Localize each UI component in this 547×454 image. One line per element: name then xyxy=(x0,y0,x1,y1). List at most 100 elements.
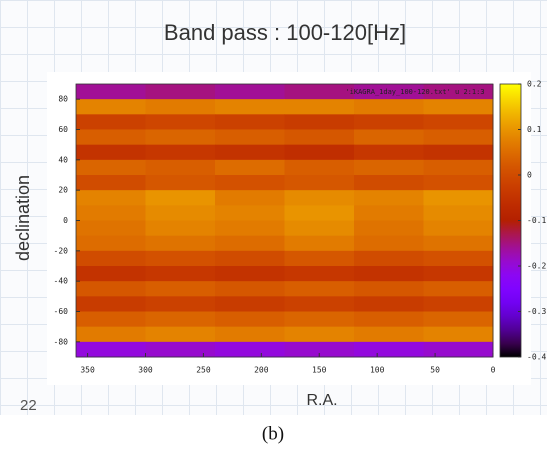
colorbar-tick-label: -0.2 xyxy=(527,262,546,271)
heat-cell xyxy=(76,114,146,130)
heat-cell xyxy=(145,220,216,237)
heat-cell xyxy=(354,250,424,267)
heat-cell xyxy=(423,175,494,191)
x-tick-label: 350 xyxy=(80,366,95,375)
heat-cell xyxy=(76,281,146,297)
heat-cell xyxy=(284,281,355,297)
heat-cell xyxy=(215,341,285,358)
heat-cell xyxy=(215,99,285,115)
colorbar-tick-label: 0.2 xyxy=(527,80,542,89)
y-tick-label: 20 xyxy=(58,186,68,195)
heat-cell xyxy=(284,296,355,312)
y-tick-label: -40 xyxy=(54,277,69,286)
heat-cell xyxy=(145,311,216,328)
colorbar-tick-label: -0.3 xyxy=(527,307,546,316)
heat-cell xyxy=(423,266,494,282)
colorbar-tick-label: -0.4 xyxy=(527,353,546,362)
heat-cell xyxy=(354,296,424,312)
heat-cell xyxy=(284,341,355,358)
heat-cell xyxy=(145,205,216,221)
heat-cell xyxy=(215,205,285,221)
heat-cell xyxy=(145,159,216,176)
heat-cell xyxy=(284,144,355,161)
heat-cell xyxy=(284,235,355,252)
y-tick-label: -20 xyxy=(54,246,69,255)
x-axis-label: R.A. xyxy=(306,392,337,409)
heat-cell xyxy=(284,84,355,100)
heat-cell xyxy=(215,220,285,237)
x-tick-label: 150 xyxy=(312,366,327,375)
x-tick-label: 200 xyxy=(254,366,269,375)
heat-cell xyxy=(423,220,494,237)
heat-cell xyxy=(354,266,424,282)
heat-cell xyxy=(284,190,355,206)
heat-cell xyxy=(423,205,494,221)
heat-cell xyxy=(354,311,424,328)
heat-cell xyxy=(145,99,216,115)
heat-cell xyxy=(423,311,494,328)
heat-cell xyxy=(215,159,285,176)
chart-title: Band pass : 100-120[Hz] xyxy=(164,20,406,45)
heat-cell xyxy=(423,190,494,206)
heat-cell xyxy=(423,159,494,176)
heat-cell xyxy=(215,144,285,161)
heat-cell xyxy=(215,311,285,328)
heat-cell xyxy=(284,205,355,221)
heat-cell xyxy=(215,129,285,146)
heat-cell xyxy=(215,326,285,343)
heat-cell xyxy=(423,99,494,115)
x-tick-label: 250 xyxy=(196,366,211,375)
y-tick-label: 0 xyxy=(63,216,68,225)
colorbar-tick-label: 0.1 xyxy=(527,125,542,134)
heat-cell xyxy=(354,129,424,146)
heat-cell xyxy=(284,220,355,237)
heat-cell xyxy=(423,235,494,252)
x-tick-label: 0 xyxy=(491,366,496,375)
heat-cell xyxy=(76,311,146,328)
slide-number: 22 xyxy=(20,397,37,414)
heat-cell xyxy=(423,250,494,267)
heat-cell xyxy=(284,99,355,115)
heat-cell xyxy=(284,311,355,328)
heat-cell xyxy=(423,129,494,146)
colorbar-tick-label: 0 xyxy=(527,171,532,180)
heat-cell xyxy=(215,190,285,206)
y-tick-label: 80 xyxy=(58,95,68,104)
y-axis-label: declination xyxy=(13,175,33,261)
heat-cell xyxy=(354,144,424,161)
x-tick-label: 50 xyxy=(430,366,440,375)
heat-cell xyxy=(215,250,285,267)
heat-cell xyxy=(145,250,216,267)
y-tick-label: 40 xyxy=(58,155,68,164)
heat-cell xyxy=(76,159,146,176)
heat-cell xyxy=(145,114,216,130)
heat-cell xyxy=(423,341,494,358)
heat-cell xyxy=(284,266,355,282)
heat-cell xyxy=(354,235,424,252)
heat-cell xyxy=(145,235,216,252)
heat-cell xyxy=(423,281,494,297)
heat-cell xyxy=(354,159,424,176)
heat-cell xyxy=(423,296,494,312)
heat-cell xyxy=(145,341,216,358)
x-tick-label: 300 xyxy=(138,366,153,375)
heat-cell xyxy=(215,84,285,100)
heat-cell xyxy=(215,175,285,191)
heat-cell xyxy=(145,296,216,312)
heat-cell xyxy=(145,281,216,297)
heat-cell xyxy=(76,175,146,191)
heat-cell xyxy=(145,266,216,282)
y-tick-label: 60 xyxy=(58,125,68,134)
heat-cell xyxy=(423,84,494,100)
heat-cell xyxy=(354,281,424,297)
heat-cell xyxy=(284,114,355,130)
caption: (b) xyxy=(262,423,284,444)
heat-cell xyxy=(76,84,146,100)
heat-cell xyxy=(76,190,146,206)
heat-cell xyxy=(76,296,146,312)
heat-cell xyxy=(76,129,146,146)
heat-cell xyxy=(145,175,216,191)
heat-cell xyxy=(76,341,146,358)
x-tick-label: 100 xyxy=(370,366,385,375)
